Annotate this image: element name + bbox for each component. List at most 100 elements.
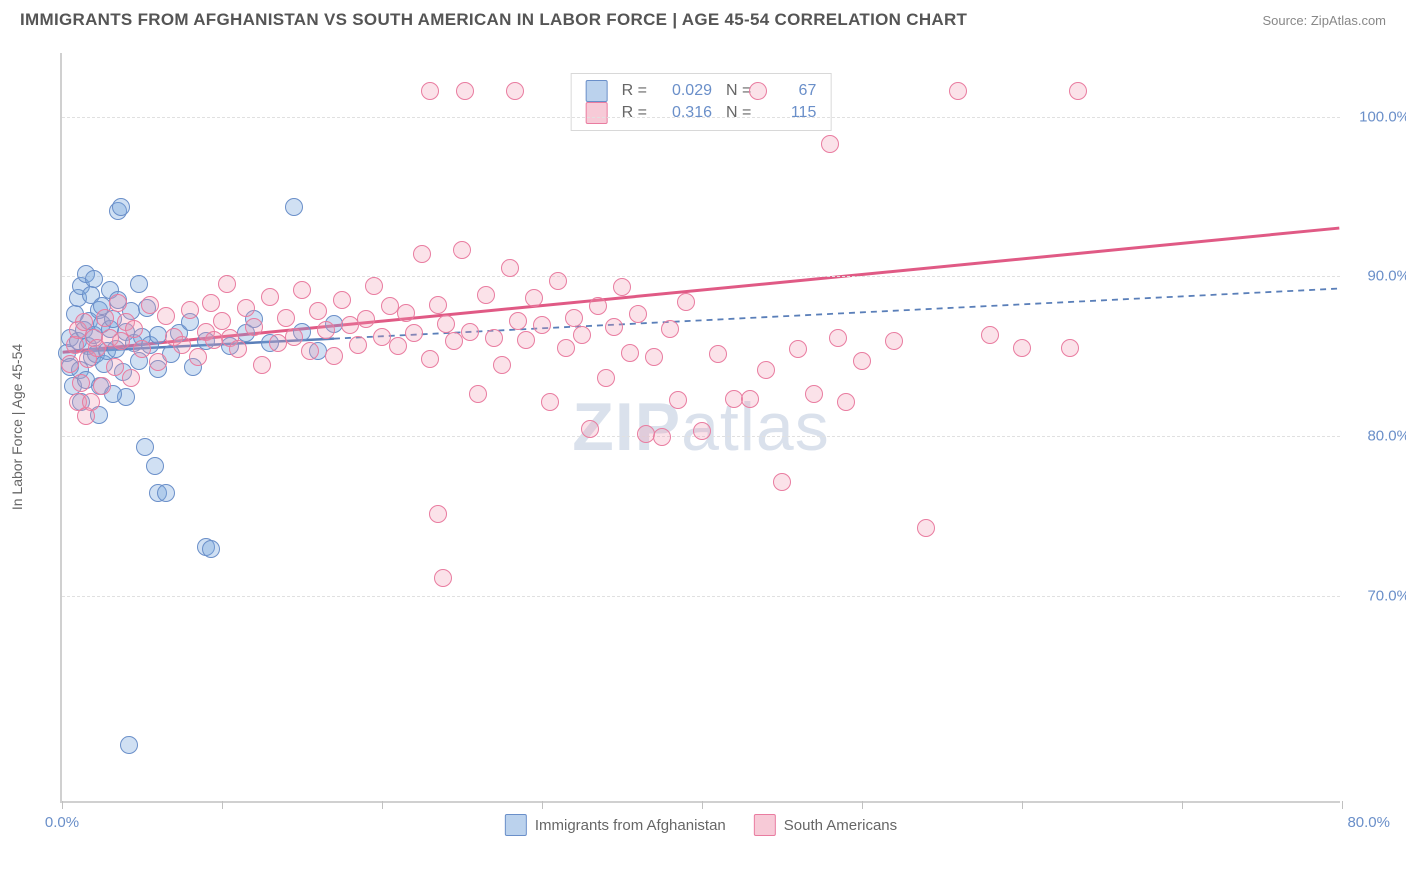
scatter-point	[557, 339, 575, 357]
scatter-point	[525, 289, 543, 307]
scatter-point	[477, 286, 495, 304]
scatter-point	[506, 82, 524, 100]
scatter-point	[85, 270, 103, 288]
correlation-legend: R = 0.029 N = 67 R = 0.316 N = 115	[571, 73, 832, 131]
xaxis-tick	[62, 801, 63, 809]
scatter-point	[485, 329, 503, 347]
scatter-point	[130, 275, 148, 293]
scatter-point	[741, 390, 759, 408]
scatter-point	[693, 422, 711, 440]
scatter-point	[120, 736, 138, 754]
scatter-point	[541, 393, 559, 411]
scatter-point	[109, 294, 127, 312]
legend-item-2: South Americans	[754, 814, 897, 836]
scatter-point	[173, 336, 191, 354]
scatter-point	[181, 301, 199, 319]
xaxis-tick	[1342, 801, 1343, 809]
scatter-point	[853, 352, 871, 370]
scatter-point	[277, 309, 295, 327]
scatter-point	[821, 135, 839, 153]
gridline	[62, 117, 1340, 118]
chart-container: In Labor Force | Age 45-54 ZIPatlas R = …	[60, 38, 1386, 823]
n-label: N =	[726, 104, 751, 122]
scatter-point	[709, 345, 727, 363]
scatter-point	[421, 82, 439, 100]
scatter-point	[629, 305, 647, 323]
scatter-point	[218, 275, 236, 293]
r-value-1: 0.029	[657, 82, 712, 100]
scatter-point	[949, 82, 967, 100]
scatter-point	[189, 348, 207, 366]
xaxis-tick-label: 80.0%	[1347, 814, 1390, 831]
gridline	[62, 276, 1340, 277]
yaxis-tick-label: 70.0%	[1367, 587, 1406, 604]
scatter-point	[917, 519, 935, 537]
scatter-point	[581, 420, 599, 438]
scatter-point	[93, 377, 111, 395]
scatter-point	[453, 241, 471, 259]
scatter-point	[72, 374, 90, 392]
gridline	[62, 596, 1340, 597]
plot-area: In Labor Force | Age 45-54 ZIPatlas R = …	[60, 53, 1340, 803]
scatter-point	[434, 569, 452, 587]
scatter-point	[661, 320, 679, 338]
scatter-point	[645, 348, 663, 366]
scatter-point	[357, 310, 375, 328]
scatter-point	[429, 505, 447, 523]
scatter-point	[397, 304, 415, 322]
xaxis-tick	[382, 801, 383, 809]
r-label: R =	[622, 104, 647, 122]
scatter-point	[133, 340, 151, 358]
scatter-point	[773, 473, 791, 491]
scatter-point	[469, 385, 487, 403]
scatter-point	[122, 369, 140, 387]
scatter-point	[429, 296, 447, 314]
scatter-point	[413, 245, 431, 263]
n-value-2: 115	[761, 104, 816, 122]
scatter-point	[885, 332, 903, 350]
scatter-point	[837, 393, 855, 411]
swatch-blue	[586, 80, 608, 102]
scatter-point	[405, 324, 423, 342]
scatter-point	[653, 428, 671, 446]
r-label: R =	[622, 82, 647, 100]
scatter-point	[285, 328, 303, 346]
legend-row-2: R = 0.316 N = 115	[586, 102, 817, 124]
scatter-point	[757, 361, 775, 379]
scatter-point	[501, 259, 519, 277]
scatter-point	[237, 299, 255, 317]
n-value-1: 67	[761, 82, 816, 100]
scatter-point	[573, 326, 591, 344]
scatter-point	[333, 291, 351, 309]
scatter-point	[549, 272, 567, 290]
scatter-point	[565, 309, 583, 327]
xaxis-tick	[542, 801, 543, 809]
scatter-point	[461, 323, 479, 341]
scatter-point	[677, 293, 695, 311]
yaxis-tick-label: 90.0%	[1367, 268, 1406, 285]
scatter-point	[61, 355, 79, 373]
scatter-point	[112, 198, 130, 216]
scatter-point	[533, 316, 551, 334]
scatter-point	[1069, 82, 1087, 100]
xaxis-tick	[1182, 801, 1183, 809]
scatter-point	[253, 356, 271, 374]
scatter-point	[293, 281, 311, 299]
scatter-point	[125, 320, 143, 338]
scatter-point	[229, 340, 247, 358]
scatter-point	[261, 288, 279, 306]
scatter-point	[96, 309, 114, 327]
series-legend: Immigrants from Afghanistan South Americ…	[505, 814, 897, 836]
n-label: N =	[726, 82, 751, 100]
scatter-point	[136, 438, 154, 456]
scatter-point	[245, 318, 263, 336]
scatter-point	[1013, 339, 1031, 357]
scatter-point	[202, 540, 220, 558]
source-attribution: Source: ZipAtlas.com	[1262, 13, 1386, 28]
scatter-point	[445, 332, 463, 350]
scatter-point	[213, 312, 231, 330]
scatter-point	[149, 353, 167, 371]
swatch-pink	[586, 102, 608, 124]
scatter-point	[1061, 339, 1079, 357]
xaxis-tick	[702, 801, 703, 809]
